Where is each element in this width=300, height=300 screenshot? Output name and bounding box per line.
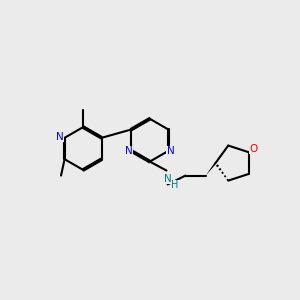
Text: N: N [56, 132, 63, 142]
Text: N: N [125, 146, 133, 157]
Text: N: N [167, 146, 175, 157]
Text: N: N [164, 173, 172, 184]
Text: H: H [171, 180, 179, 190]
Polygon shape [206, 163, 216, 176]
Text: O: O [250, 144, 258, 154]
